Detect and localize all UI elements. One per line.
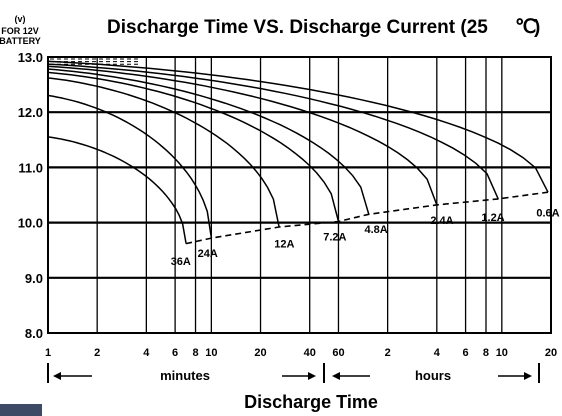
discharge-curves: 36A 24A 12A 7.2A 4.8A 2.4A 1.2A 0.6A [48, 58, 560, 268]
x-tick-label: 4 [434, 347, 441, 359]
y-tick-label: 13.0 [18, 50, 43, 65]
grid [47, 56, 552, 334]
image-size-badge [0, 404, 42, 416]
y-tick-label: 8.0 [25, 326, 43, 341]
end-voltage-dashed-line [185, 191, 549, 245]
curve-label: 2.4A [430, 215, 453, 227]
hours-left-arrowhead [332, 372, 340, 380]
plot-frame [47, 56, 552, 334]
x-tick-label: 8 [192, 347, 198, 359]
x-tick-label: 40 [304, 347, 316, 359]
x-tick-label: 2 [385, 347, 391, 359]
x-tick-label: 8 [483, 347, 489, 359]
curve-24A [48, 94, 213, 239]
curve-label: 1.2A [481, 212, 504, 224]
y-tick-label: 11.0 [18, 160, 43, 175]
y-axis-label-line-1: FOR 12V [1, 26, 39, 36]
chart-title-close: ) [534, 17, 540, 38]
chart-title-unit: ℃ [515, 17, 536, 38]
curve-0-6A [48, 60, 549, 193]
curve-36A [48, 136, 187, 244]
curve-label: 24A [198, 248, 218, 260]
y-tick-label: 9.0 [25, 271, 43, 286]
x-tick-label: 2 [94, 347, 100, 359]
y-tick-label: 12.0 [18, 105, 43, 120]
x-tick-label: 20 [545, 347, 557, 359]
x-tick-label: 10 [205, 347, 217, 359]
x-tick-label: 60 [332, 347, 344, 359]
x-tick-label: 6 [172, 347, 178, 359]
minutes-left-arrowhead [53, 372, 61, 380]
x-axis-title: Discharge Time [244, 392, 378, 412]
curve-2-4A [48, 65, 438, 206]
curve-7-2A [48, 71, 340, 222]
curve-label: 4.8A [364, 224, 387, 236]
curve-12A [48, 77, 280, 228]
curve-1-2A [48, 63, 499, 200]
curve-label: 12A [274, 239, 294, 251]
hours-right-arrowhead [524, 372, 532, 380]
x-tick-label: 1 [45, 347, 51, 359]
x-tick-label: 6 [463, 347, 469, 359]
curve-label: 0.6A [536, 208, 559, 220]
x-tick-label: 20 [254, 347, 266, 359]
minutes-label: minutes [160, 368, 210, 383]
hours-label: hours [415, 368, 451, 383]
time-unit-band: minutes hours [47, 363, 540, 383]
curve-label: 7.2A [323, 231, 346, 243]
y-axis-unit: (v) [15, 14, 26, 24]
chart-title: Discharge Time VS. Discharge Current (25 [107, 17, 488, 38]
axis-labels: 13.012.011.010.09.08.01 2 4 6 8 10 20 40 60 2 4 6 8 1… [18, 50, 557, 359]
y-tick-label: 10.0 [18, 216, 43, 231]
minutes-right-arrowhead [308, 372, 316, 380]
y-axis-label-line-2: BATTERY [0, 36, 41, 46]
x-tick-label: 10 [496, 347, 508, 359]
curve-4-8A [48, 68, 370, 215]
curve-label: 36A [171, 256, 191, 268]
x-tick-label: 4 [143, 347, 150, 359]
